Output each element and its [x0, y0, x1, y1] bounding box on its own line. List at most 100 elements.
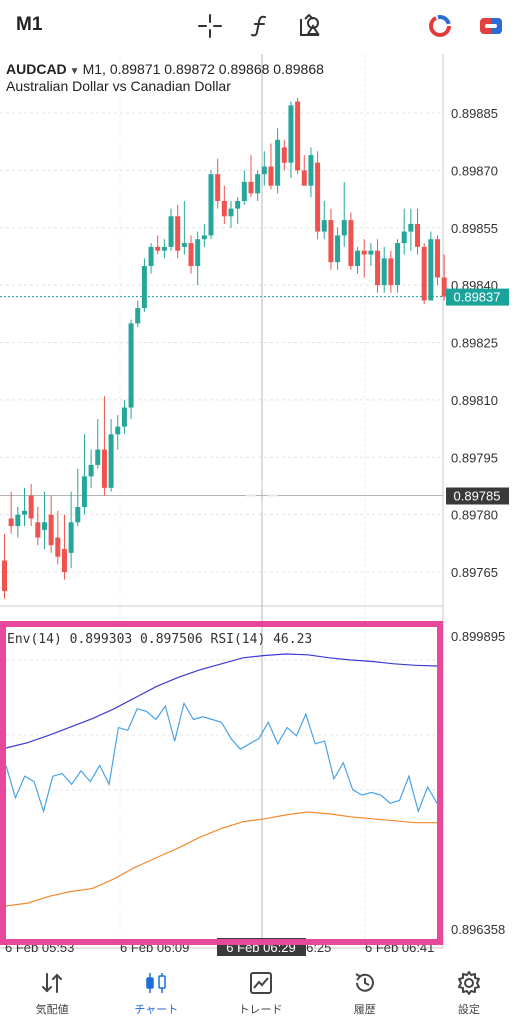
- crosshair-center-icon: [246, 479, 278, 512]
- candle: [188, 235, 194, 274]
- bid-price-label: 0.89837: [454, 290, 501, 305]
- candle: [301, 155, 307, 186]
- chart-timeframe: M1: [82, 61, 103, 77]
- price-label: 0.89825: [451, 336, 498, 351]
- candle: [388, 250, 394, 293]
- nav-trade[interactable]: トレード: [208, 964, 312, 1024]
- candle: [428, 231, 434, 301]
- candle: [161, 239, 167, 259]
- candle: [268, 143, 274, 190]
- candle: [335, 227, 341, 270]
- symbol-description: Australian Dollar vs Canadian Dollar: [6, 78, 231, 94]
- indicator-grid: [0, 659, 443, 791]
- candle: [61, 514, 67, 580]
- candle: [141, 258, 147, 312]
- candle: [281, 139, 287, 171]
- candle: [421, 243, 427, 305]
- price-label: 0.89795: [451, 450, 498, 465]
- candle: [241, 170, 247, 205]
- timeframe-button[interactable]: M1: [16, 14, 43, 35]
- bottom-navigation: 気配値 チャート トレード 履歴 設定: [0, 964, 521, 1024]
- candle: [395, 239, 401, 293]
- candle: [435, 235, 441, 286]
- candle: [155, 235, 161, 255]
- candle: [221, 185, 227, 224]
- envelope-upper-line: [5, 653, 438, 749]
- candle: [55, 510, 61, 565]
- trading-signals-icon[interactable]: [422, 8, 458, 44]
- candle: [401, 208, 407, 255]
- candle: [315, 151, 321, 240]
- top-toolbar: M1: [0, 0, 521, 54]
- candle: [415, 208, 421, 255]
- candle: [88, 449, 94, 488]
- chart-icon: [141, 968, 171, 998]
- candle: [95, 419, 101, 469]
- candle: [75, 468, 81, 527]
- nav-chart[interactable]: チャート: [104, 964, 208, 1024]
- settings-icon: [454, 968, 484, 998]
- nav-history[interactable]: 履歴: [313, 964, 417, 1024]
- function-icon[interactable]: [242, 8, 278, 44]
- indicator-max-label: 0.899895: [451, 629, 505, 644]
- candle: [8, 491, 14, 534]
- price-label: 0.89810: [451, 393, 498, 408]
- nav-label: トレード: [238, 1004, 283, 1016]
- nav-label: 履歴: [353, 1004, 376, 1016]
- candle: [381, 246, 387, 293]
- bid-price-badge: 0.89837: [446, 288, 509, 306]
- candle: [255, 170, 261, 201]
- candle: [288, 101, 294, 179]
- candle: [15, 506, 21, 538]
- candle: [295, 97, 301, 175]
- price-axis-labels: 0.898850.898700.898550.898400.898250.898…: [451, 106, 498, 580]
- rsi-line: [5, 701, 438, 814]
- nav-quotes[interactable]: 気配値: [0, 964, 104, 1024]
- quotes-icon: [37, 968, 67, 998]
- candle: [68, 491, 74, 569]
- candle: [181, 200, 187, 255]
- candle: [148, 243, 154, 274]
- candle: [261, 151, 267, 186]
- price-grid: [0, 54, 443, 948]
- candle: [108, 419, 114, 492]
- candle: [28, 484, 34, 527]
- price-chart[interactable]: 0.898850.898700.898550.898400.898250.898…: [0, 54, 521, 964]
- ohlc-values: 0.89871 0.89872 0.89868 0.89868: [109, 61, 324, 77]
- candle: [41, 491, 47, 550]
- nav-label: 気配値: [35, 1004, 69, 1016]
- price-label: 0.89885: [451, 106, 498, 121]
- candle: [228, 200, 234, 228]
- candle: [441, 254, 447, 301]
- candle: [115, 415, 121, 450]
- candle: [341, 181, 347, 247]
- chart-title: AUDCAD ▼ M1, 0.89871 0.89872 0.89868 0.898…: [6, 61, 324, 77]
- price-label: 0.89765: [451, 565, 498, 580]
- nav-label: チャート: [134, 1004, 179, 1016]
- candles: [2, 97, 447, 599]
- crosshair-icon[interactable]: [192, 8, 228, 44]
- candle: [195, 231, 201, 286]
- candle: [408, 208, 414, 251]
- candle: [275, 128, 281, 194]
- crosshair-price-label: 0.89785: [454, 489, 501, 504]
- symbol-dropdown-icon[interactable]: ▼: [69, 66, 80, 77]
- candle: [175, 204, 181, 259]
- candle: [48, 495, 54, 553]
- candle: [135, 300, 141, 328]
- price-label: 0.89780: [451, 508, 498, 523]
- nav-label: 設定: [457, 1004, 480, 1016]
- candle: [361, 239, 367, 278]
- symbol-name[interactable]: AUDCAD: [6, 61, 67, 77]
- nav-settings[interactable]: 設定: [417, 964, 521, 1024]
- price-label: 0.89870: [451, 163, 498, 178]
- candle: [208, 170, 214, 240]
- price-label: 0.89855: [451, 221, 498, 236]
- crosshair-price-badge: 0.89785: [446, 487, 509, 505]
- add-object-icon[interactable]: [292, 8, 328, 44]
- envelope-lower-line: [5, 811, 437, 907]
- candle: [121, 399, 127, 435]
- candle: [2, 533, 7, 599]
- candle: [235, 197, 241, 224]
- one-click-trading-icon[interactable]: [473, 8, 509, 44]
